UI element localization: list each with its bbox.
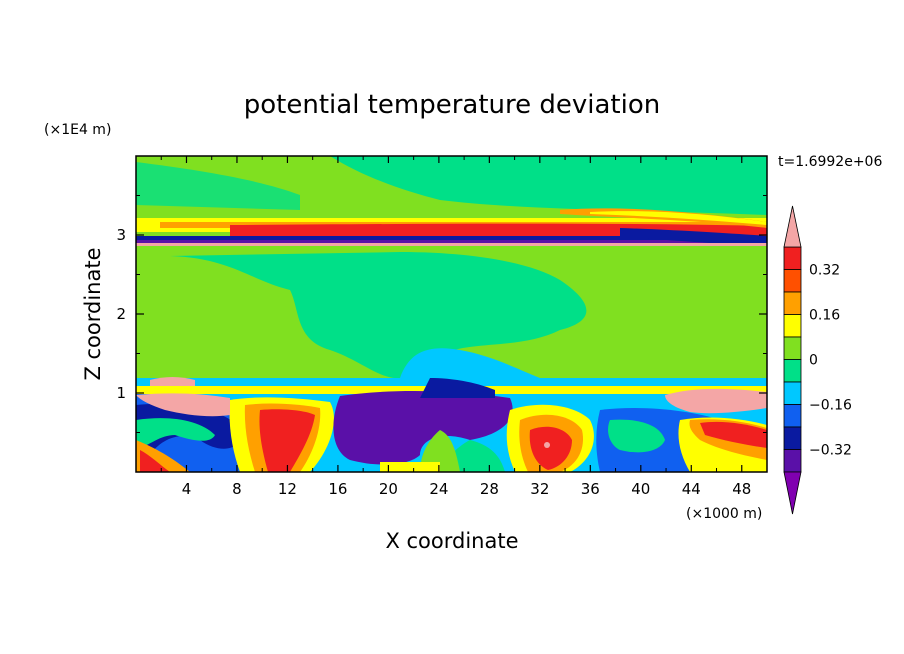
x-unit-label: (×1000 m) [686,506,762,522]
colorbar-bin [783,404,802,428]
colorbar-bin [783,381,802,405]
colorbar-bin [783,449,802,473]
x-tick-label: 16 [328,480,347,498]
x-tick-label: 32 [530,480,549,498]
x-tick-label: 4 [182,480,192,498]
colorbar-bin [783,269,802,293]
x-tick-label: 36 [581,480,600,498]
colorbar-bin [783,314,802,338]
x-tick-label: 8 [232,480,242,498]
x-axis-label: X coordinate [385,529,518,553]
y-tick-label: 3 [116,226,126,244]
colorbar-bin [783,336,802,360]
x-axis: 4 8 12 16 20 24 28 32 36 40 44 48 [160,156,751,498]
colorbar-bin [783,426,802,450]
x-tick-label: 20 [379,480,398,498]
x-tick-label: 28 [480,480,499,498]
colorbar-bin [783,291,802,315]
x-tick-label: 24 [429,480,448,498]
colorbar-under-triangle [783,471,802,515]
colorbar-tick-label: 0.16 [809,308,840,324]
x-tick-label: 40 [631,480,650,498]
colorbar: 0.32 0.16 0 −0.16 −0.32 [783,205,852,515]
x-tick-label: 12 [278,480,297,498]
colorbar-over-triangle [783,205,802,248]
x-tick-label: 44 [682,480,701,498]
time-label: t=1.6992e+06 [778,154,882,170]
colorbar-bin [783,246,802,270]
colorbar-tick-label: 0 [809,353,818,369]
y-axis: 1 2 3 [116,195,767,433]
y-axis-label: Z coordinate [81,247,105,380]
y-tick-label: 2 [116,305,126,323]
colorbar-bin [783,359,802,383]
chart-title: potential temperature deviation [244,90,660,120]
colorbar-tick-label: 0.32 [809,263,840,279]
colorbar-tick-label: −0.32 [809,443,852,459]
x-tick-label: 48 [732,480,751,498]
y-tick-label: 1 [116,384,126,402]
y-unit-label: (×1E4 m) [44,122,111,138]
colorbar-tick-label: −0.16 [809,398,852,414]
contour-field [136,156,767,472]
